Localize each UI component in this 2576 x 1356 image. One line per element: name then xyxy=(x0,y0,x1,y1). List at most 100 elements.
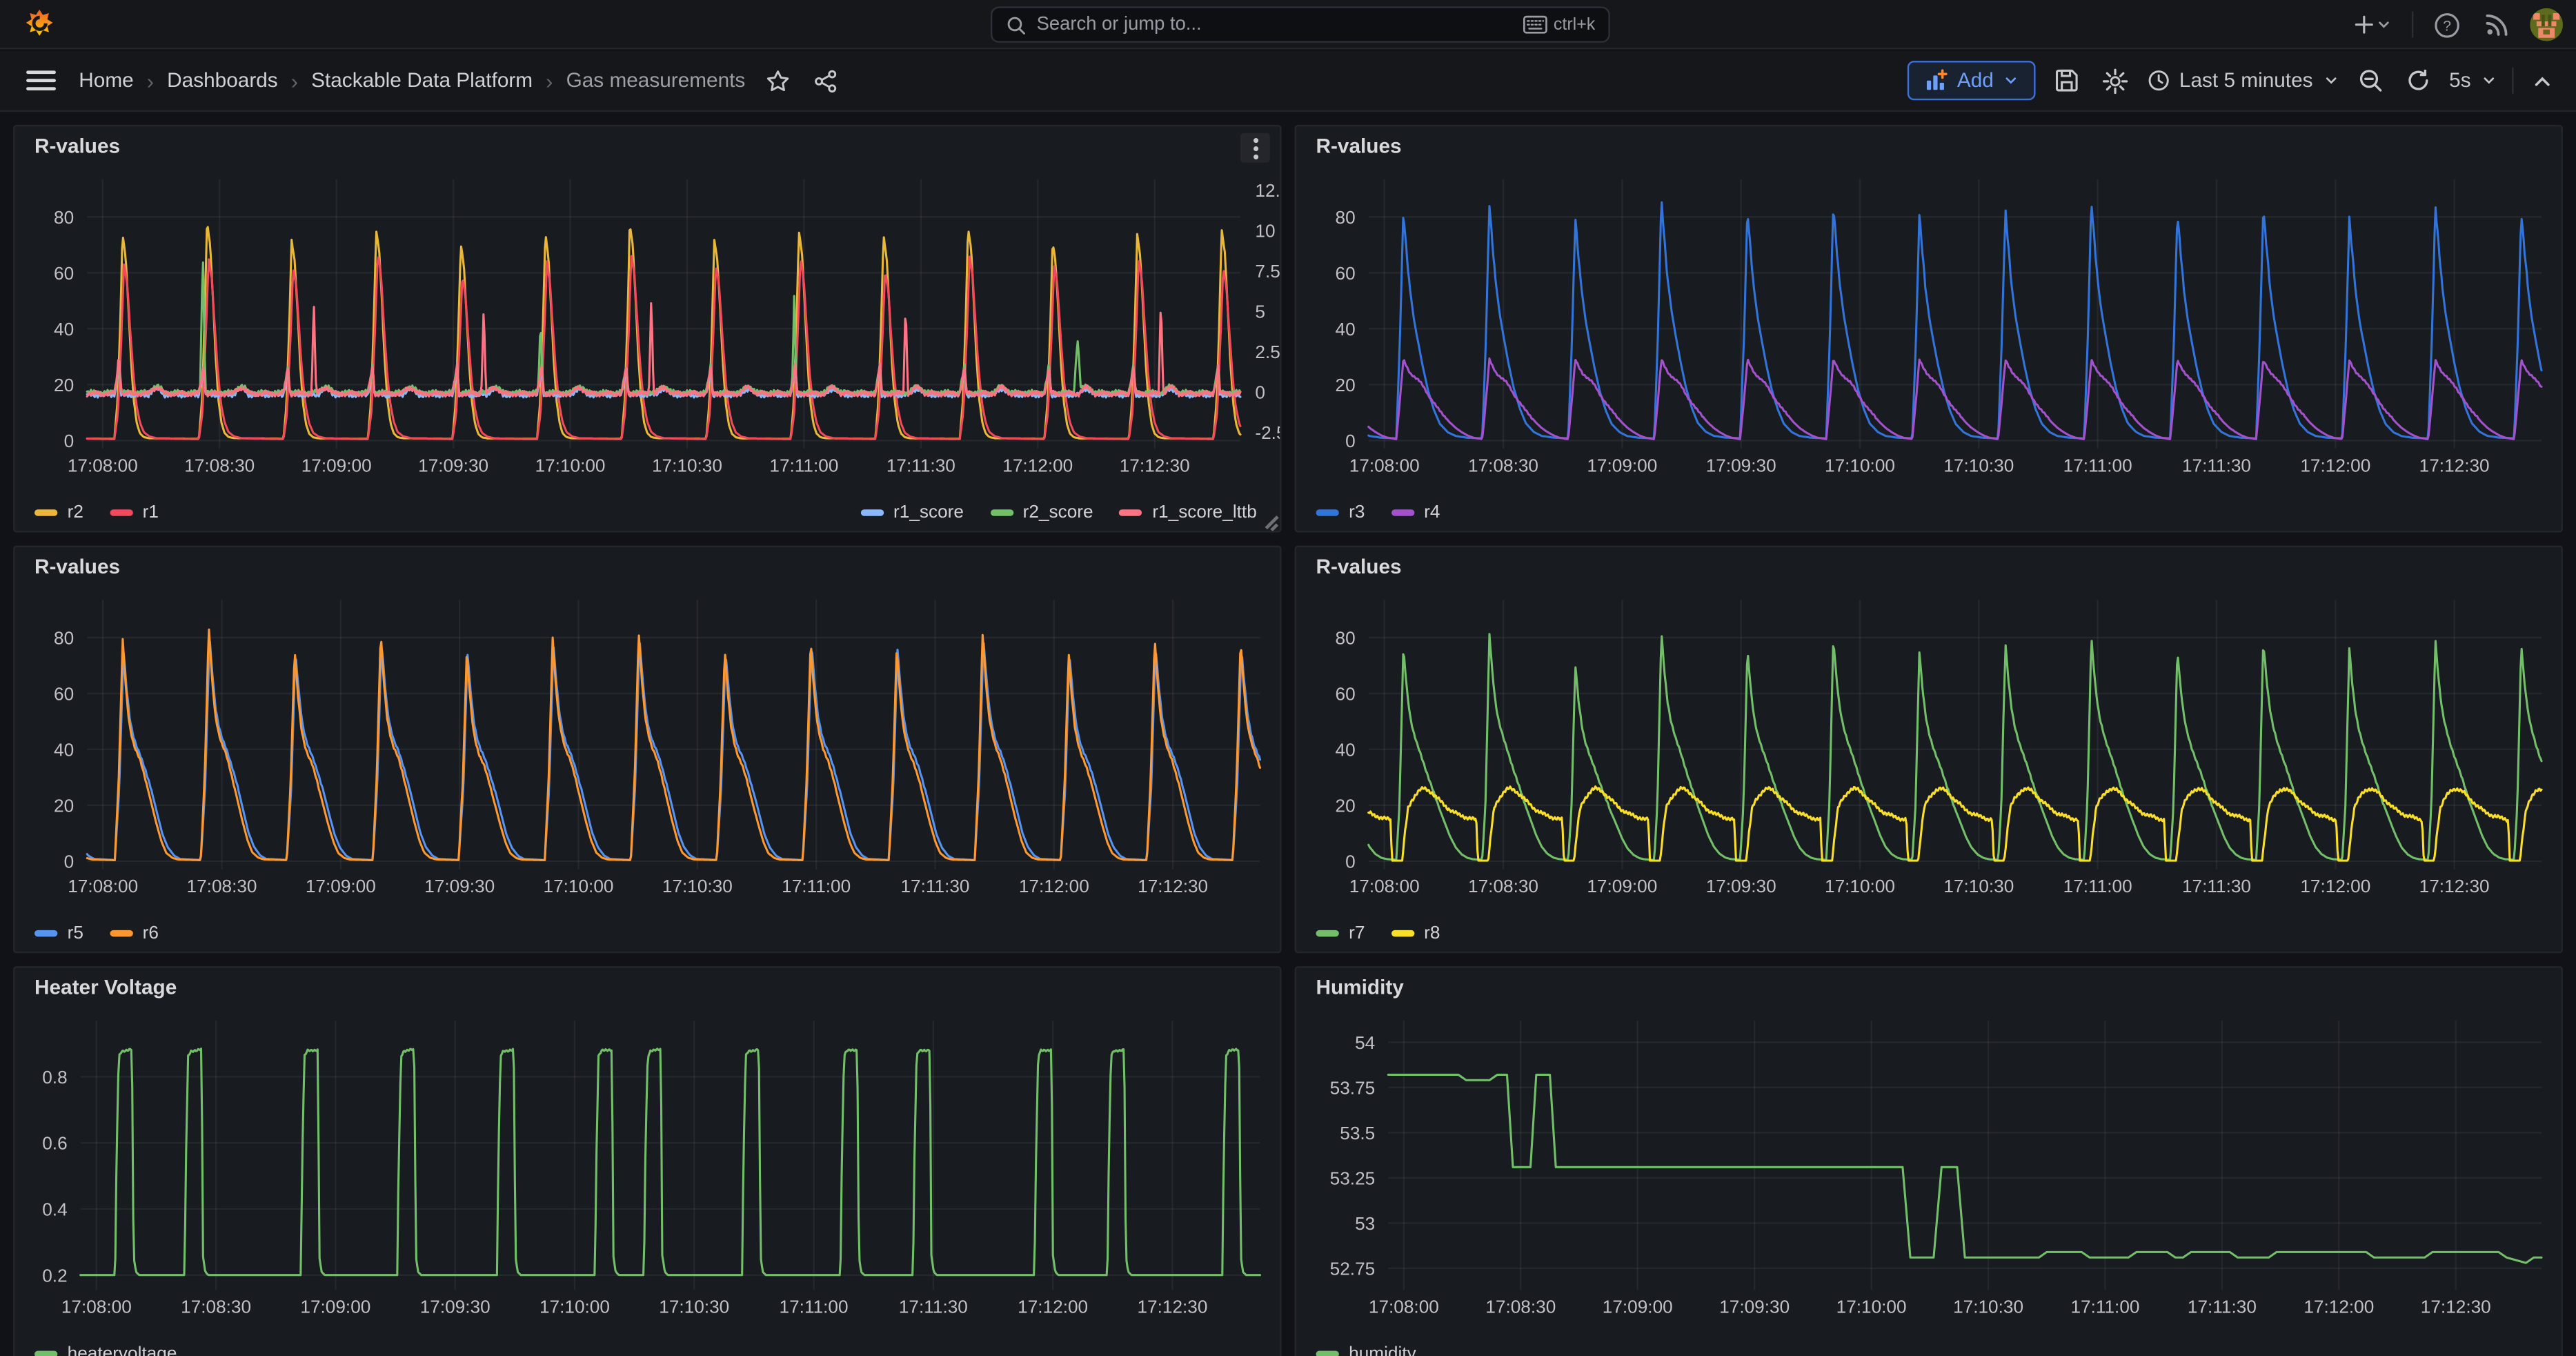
y-tick-label: 0.4 xyxy=(42,1199,67,1220)
panel-title[interactable]: Heater Voltage xyxy=(34,976,177,999)
grid-lines xyxy=(1368,600,2542,869)
legend-item-heatervoltage[interactable]: heatervoltage xyxy=(34,1344,177,1356)
panel-resize-handle[interactable] xyxy=(1263,514,1276,527)
panel-title[interactable]: R-values xyxy=(1316,135,1402,158)
search-shortcut: ctrl+k xyxy=(1523,14,1595,35)
y-tick-label: 60 xyxy=(54,683,74,704)
time-range-picker[interactable]: Last 5 minutes xyxy=(2146,69,2339,92)
axis-labels: 17:08:00 17:08:30 17:09:00 17:09:30 17:10:00… xyxy=(1336,627,2490,896)
x-tick-label: 17:10:00 xyxy=(535,455,606,475)
legend-swatch xyxy=(860,509,884,516)
panel-legend: heatervoltage xyxy=(34,1336,1257,1356)
breadcrumb-folder[interactable]: Stackable Data Platform xyxy=(311,69,533,92)
keyboard-icon xyxy=(1523,15,1547,34)
x-tick-label: 17:09:30 xyxy=(424,876,495,896)
y-tick-label: 60 xyxy=(54,263,74,284)
x-tick-label: 17:08:00 xyxy=(61,1297,132,1317)
axis-labels: 17:08:00 17:08:30 17:09:00 17:09:30 17:10:00… xyxy=(42,1067,1207,1317)
y-tick-label: 0 xyxy=(64,431,75,451)
y-tick-label: 20 xyxy=(54,375,74,395)
add-panel-button[interactable]: Add xyxy=(1908,61,2035,101)
legend-item-r1_score_lttb[interactable]: r1_score_lttb xyxy=(1119,503,1257,522)
x-tick-label: 17:11:00 xyxy=(2063,455,2132,475)
dashboard-grid: R-values 17:08:00 17:08:30 17:09:00 17:09:3… xyxy=(0,112,2576,1356)
plot-area-r-values-4[interactable]: 17:08:00 17:08:30 17:09:00 17:09:30 17:10:00… xyxy=(1296,590,2563,916)
refresh-interval-picker[interactable]: 5s xyxy=(2449,69,2497,92)
grid-lines xyxy=(87,600,1260,869)
legend-swatch xyxy=(1119,509,1143,516)
chevron-down-icon xyxy=(2005,77,2015,84)
plot-area-heater-voltage[interactable]: 17:08:00 17:08:30 17:09:00 17:09:30 17:10:00… xyxy=(14,1011,1281,1337)
legend-item-humidity[interactable]: humidity xyxy=(1316,1344,1416,1356)
zoom-out-button[interactable] xyxy=(2354,64,2387,97)
favorite-button[interactable] xyxy=(762,65,793,96)
legend-item-r7[interactable]: r7 xyxy=(1316,923,1365,943)
x-tick-label: 17:11:30 xyxy=(886,455,955,475)
avatar[interactable] xyxy=(2530,8,2563,41)
y-tick-label: 40 xyxy=(1336,319,1356,340)
legend-swatch xyxy=(110,509,133,516)
gear-icon xyxy=(2101,68,2128,93)
legend-item-r6[interactable]: r6 xyxy=(110,923,159,943)
toolbar-right: Add xyxy=(1908,61,2556,101)
plot-area-r-values-2[interactable]: 17:08:00 17:08:30 17:09:00 17:09:30 17:10:00… xyxy=(1296,169,2563,495)
legend-item-r2_score[interactable]: r2_score xyxy=(990,503,1093,522)
panel-title[interactable]: Humidity xyxy=(1316,976,1404,999)
x-tick-label: 17:12:30 xyxy=(2419,876,2490,896)
y-tick-label: 53.25 xyxy=(1330,1168,1376,1188)
x-tick-label: 17:12:30 xyxy=(2421,1297,2491,1317)
legend-item-r5[interactable]: r5 xyxy=(34,923,83,943)
help-button[interactable]: ? xyxy=(2430,8,2464,42)
x-tick-label: 17:10:00 xyxy=(544,876,614,896)
x-tick-label: 17:12:30 xyxy=(1120,455,1190,475)
legend-item-r2[interactable]: r2 xyxy=(34,503,83,522)
panel-legend: r2 r1 r1_score r2_score r1_score_lttb xyxy=(34,495,1257,531)
plot-area-r-values-3[interactable]: 17:08:00 17:08:30 17:09:00 17:09:30 17:10:00… xyxy=(14,590,1281,916)
x-tick-label: 17:12:30 xyxy=(2419,455,2490,475)
x-tick-label: 17:08:30 xyxy=(181,1297,251,1317)
share-button[interactable] xyxy=(809,65,840,96)
grafana-logo-icon[interactable] xyxy=(23,8,56,41)
panel-title[interactable]: R-values xyxy=(1316,555,1402,579)
series-line-r8 xyxy=(1367,785,2543,862)
new-menu-button[interactable] xyxy=(2349,10,2395,39)
save-dashboard-button[interactable] xyxy=(2050,64,2083,97)
panel-r-values-1: R-values 17:08:00 17:08:30 17:09:00 17:09:3… xyxy=(13,124,1282,533)
x-tick-label: 17:10:00 xyxy=(1825,876,1895,896)
plot-area-r-values-1[interactable]: 17:08:00 17:08:30 17:09:00 17:09:30 17:10:00… xyxy=(14,169,1281,495)
x-tick-label: 17:08:00 xyxy=(68,455,138,475)
legend-swatch xyxy=(1316,930,1339,937)
legend-item-r1_score[interactable]: r1_score xyxy=(860,503,964,522)
legend-label: r5 xyxy=(67,923,83,943)
grid-lines xyxy=(1388,1020,2542,1290)
breadcrumb-dashboards[interactable]: Dashboards xyxy=(167,69,278,92)
dashboard-settings-button[interactable] xyxy=(2097,63,2132,98)
legend-item-r8[interactable]: r8 xyxy=(1391,923,1440,943)
dashboard-toolbar: Home › Dashboards › Stackable Data Platf… xyxy=(0,50,2576,112)
y-tick-label: 80 xyxy=(1336,207,1356,228)
refresh-button[interactable] xyxy=(2401,64,2435,97)
legend-swatch xyxy=(1316,1350,1339,1356)
breadcrumb-home[interactable]: Home xyxy=(79,69,134,92)
panel-menu-button[interactable] xyxy=(1240,132,1270,163)
legend-item-r4[interactable]: r4 xyxy=(1391,503,1440,522)
time-range-label: Last 5 minutes xyxy=(2179,69,2313,92)
y-right-tick-label: 10 xyxy=(1255,220,1275,241)
legend-item-r1[interactable]: r1 xyxy=(110,503,159,522)
legend-swatch xyxy=(34,1350,58,1356)
collapse-toolbar-button[interactable] xyxy=(2528,66,2556,94)
panel-title[interactable]: R-values xyxy=(34,555,121,579)
series-line-r1 xyxy=(86,255,1242,440)
x-tick-label: 17:10:00 xyxy=(1825,455,1895,475)
grid-lines xyxy=(80,1020,1260,1290)
axis-labels: 17:08:00 17:08:30 17:09:00 17:09:30 17:10:00… xyxy=(54,627,1208,896)
menu-toggle-button[interactable] xyxy=(26,70,56,90)
plot-area-humidity[interactable]: 17:08:00 17:08:30 17:09:00 17:09:30 17:10:00… xyxy=(1296,1011,2563,1337)
y-tick-label: 54 xyxy=(1355,1032,1375,1053)
panel-title[interactable]: R-values xyxy=(34,135,121,158)
search-input[interactable]: Search or jump to... ctrl+k xyxy=(990,6,1610,43)
news-button[interactable] xyxy=(2481,8,2514,41)
chevron-down-icon xyxy=(2326,77,2337,84)
legend-item-r3[interactable]: r3 xyxy=(1316,503,1365,522)
top-actions: ? xyxy=(2349,0,2563,49)
